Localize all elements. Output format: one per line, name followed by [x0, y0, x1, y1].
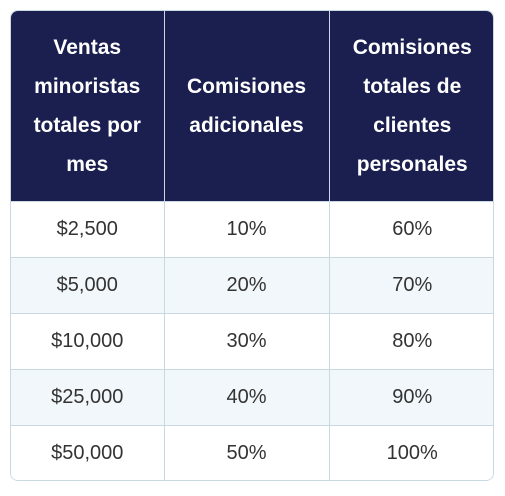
- table-row: $5,000 20% 70%: [11, 256, 493, 313]
- table-body: $2,500 10% 60% $5,000 20% 70% $10,000 30…: [11, 200, 493, 480]
- cell-total: 80%: [329, 312, 493, 369]
- header-monthly-retail-sales: Ventas minoristas totales por mes: [11, 11, 165, 201]
- table-row: $10,000 30% 80%: [11, 312, 493, 369]
- header-row: Ventas minoristas totales por mes Comisi…: [11, 11, 493, 201]
- cell-sales: $25,000: [11, 368, 165, 425]
- cell-sales: $50,000: [11, 424, 165, 480]
- cell-additional: 30%: [164, 312, 330, 369]
- commission-table: Ventas minoristas totales por mes Comisi…: [11, 11, 493, 480]
- cell-total: 100%: [329, 424, 493, 480]
- cell-total: 90%: [329, 368, 493, 425]
- header-additional-commissions: Comisiones adicionales: [164, 11, 330, 201]
- table-header: Ventas minoristas totales por mes Comisi…: [11, 11, 493, 201]
- cell-additional: 40%: [164, 368, 330, 425]
- cell-total: 70%: [329, 256, 493, 313]
- header-total-personal-client-commissions: Comisiones totales de clientes personale…: [329, 11, 493, 201]
- commission-table-container: Ventas minoristas totales por mes Comisi…: [10, 10, 494, 481]
- cell-total: 60%: [329, 200, 493, 257]
- table-row: $25,000 40% 90%: [11, 368, 493, 425]
- cell-additional: 10%: [164, 200, 330, 257]
- table-row: $2,500 10% 60%: [11, 200, 493, 257]
- cell-sales: $10,000: [11, 312, 165, 369]
- cell-sales: $5,000: [11, 256, 165, 313]
- cell-sales: $2,500: [11, 200, 165, 257]
- cell-additional: 20%: [164, 256, 330, 313]
- cell-additional: 50%: [164, 424, 330, 480]
- table-row: $50,000 50% 100%: [11, 424, 493, 480]
